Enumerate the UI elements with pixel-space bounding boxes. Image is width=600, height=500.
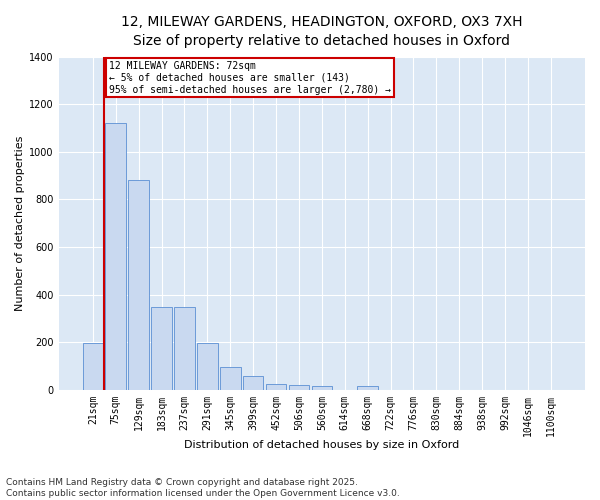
Bar bbox=[197, 344, 218, 390]
Bar bbox=[128, 180, 149, 390]
Bar bbox=[220, 367, 241, 390]
Text: 12 MILEWAY GARDENS: 72sqm
← 5% of detached houses are smaller (143)
95% of semi-: 12 MILEWAY GARDENS: 72sqm ← 5% of detach… bbox=[109, 62, 391, 94]
Bar bbox=[151, 306, 172, 390]
Bar bbox=[174, 306, 195, 390]
Bar bbox=[289, 385, 309, 390]
Bar bbox=[106, 124, 126, 390]
X-axis label: Distribution of detached houses by size in Oxford: Distribution of detached houses by size … bbox=[184, 440, 460, 450]
Bar bbox=[266, 384, 286, 390]
Bar bbox=[83, 344, 103, 390]
Text: Contains HM Land Registry data © Crown copyright and database right 2025.
Contai: Contains HM Land Registry data © Crown c… bbox=[6, 478, 400, 498]
Y-axis label: Number of detached properties: Number of detached properties bbox=[15, 136, 25, 311]
Bar bbox=[358, 386, 378, 390]
Title: 12, MILEWAY GARDENS, HEADINGTON, OXFORD, OX3 7XH
Size of property relative to de: 12, MILEWAY GARDENS, HEADINGTON, OXFORD,… bbox=[121, 15, 523, 48]
Bar bbox=[311, 386, 332, 390]
Bar bbox=[243, 376, 263, 390]
